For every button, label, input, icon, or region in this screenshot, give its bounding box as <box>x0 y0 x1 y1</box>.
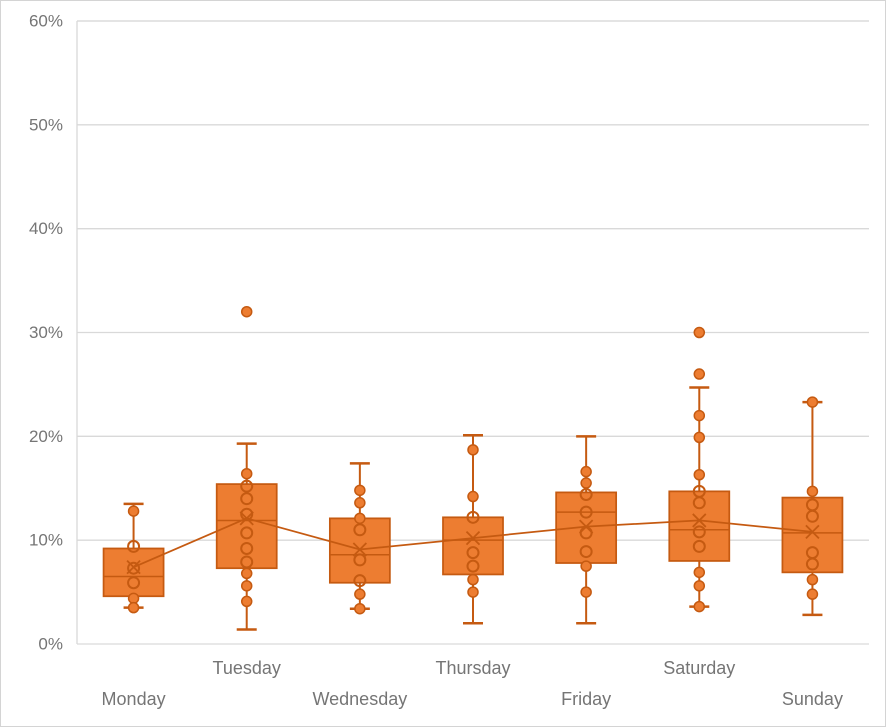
y-axis-tick-label-0pct: 0% <box>38 635 63 654</box>
mean-x-marker-saturday <box>692 513 707 528</box>
data-point-open-tuesday <box>240 555 254 569</box>
data-point-filled-tuesday <box>240 580 253 592</box>
mean-x-marker-monday <box>126 560 141 575</box>
data-point-open-thursday <box>466 559 480 573</box>
x-axis-label-monday: Monday <box>102 689 166 709</box>
data-point-filled-wednesday <box>354 602 366 615</box>
data-point-filled-wednesday <box>354 484 366 497</box>
data-point-filled-wednesday <box>354 497 366 509</box>
mean-x-marker-tuesday <box>239 511 254 526</box>
data-point-filled-thursday <box>467 444 479 456</box>
data-point-open-monday <box>127 539 141 553</box>
data-point-open-saturday <box>692 496 706 510</box>
data-point-filled-friday <box>580 465 592 478</box>
data-point-open-monday <box>127 561 141 575</box>
data-point-filled-tuesday <box>240 467 253 480</box>
data-point-filled-wednesday <box>354 512 366 525</box>
data-point-filled-saturday <box>693 566 706 579</box>
y-axis-tick-label-20pct: 20% <box>29 427 63 446</box>
data-point-filled-saturday <box>693 409 706 422</box>
mean-x-marker-sunday <box>805 524 820 539</box>
data-point-open-tuesday <box>240 507 254 521</box>
outlier-point-saturday <box>693 326 706 339</box>
x-axis-label-sunday: Sunday <box>782 689 843 709</box>
data-point-filled-friday <box>580 477 592 489</box>
data-point-filled-thursday <box>467 490 479 503</box>
data-point-filled-sunday <box>806 485 819 498</box>
data-point-filled-sunday <box>806 396 819 408</box>
x-axis-label-saturday: Saturday <box>663 658 735 678</box>
data-point-open-wednesday <box>353 574 367 588</box>
data-point-filled-monday <box>127 601 140 614</box>
data-point-open-thursday <box>466 510 480 524</box>
data-point-filled-saturday <box>693 469 706 481</box>
data-point-open-friday <box>579 545 593 559</box>
data-point-open-sunday <box>805 557 819 571</box>
data-point-open-wednesday <box>353 553 367 567</box>
data-point-open-wednesday <box>353 523 367 537</box>
data-point-open-tuesday <box>240 526 254 540</box>
data-point-filled-tuesday <box>240 595 253 608</box>
data-point-filled-monday <box>127 505 140 517</box>
data-point-open-thursday <box>466 546 480 560</box>
data-point-open-monday <box>127 576 141 590</box>
data-point-open-friday <box>579 505 593 519</box>
box-iqr-sunday <box>781 496 844 574</box>
x-axis-label-tuesday: Tuesday <box>213 658 281 678</box>
mean-x-marker-thursday <box>465 530 481 546</box>
y-axis-tick-label-30pct: 30% <box>29 323 63 342</box>
x-axis-label-thursday: Thursday <box>435 658 510 678</box>
data-point-filled-tuesday <box>240 567 253 580</box>
data-point-filled-saturday <box>693 431 706 444</box>
x-axis-label-friday: Friday <box>561 689 611 709</box>
data-point-filled-sunday <box>806 573 819 586</box>
data-point-filled-sunday <box>806 588 819 600</box>
data-point-filled-monday <box>127 592 140 605</box>
mean-x-marker-friday <box>579 519 594 534</box>
y-axis-tick-label-10pct: 10% <box>29 531 63 550</box>
outlier-point-tuesday <box>240 305 253 318</box>
data-point-filled-wednesday <box>354 588 366 600</box>
data-point-filled-thursday <box>467 573 479 586</box>
data-point-filled-thursday <box>467 586 479 598</box>
box-iqr-thursday <box>442 516 504 576</box>
mean-x-marker-wednesday <box>352 542 367 557</box>
x-axis-label-wednesday: Wednesday <box>312 689 407 709</box>
data-point-open-tuesday <box>240 492 254 506</box>
data-point-open-friday <box>579 487 593 501</box>
data-point-filled-friday <box>580 586 592 598</box>
data-point-filled-friday <box>580 560 592 572</box>
data-point-open-tuesday <box>240 541 254 555</box>
y-axis-tick-label-60pct: 60% <box>29 12 63 31</box>
data-point-open-sunday <box>805 509 819 523</box>
y-axis-tick-label-40pct: 40% <box>29 219 63 238</box>
data-point-filled-saturday <box>693 600 706 613</box>
outlier-point-saturday <box>693 368 706 380</box>
data-point-filled-saturday <box>693 580 706 592</box>
data-point-open-saturday <box>692 525 706 539</box>
data-point-open-tuesday <box>240 479 254 493</box>
data-point-open-saturday <box>692 539 706 553</box>
y-axis-tick-label-50pct: 50% <box>29 115 63 134</box>
